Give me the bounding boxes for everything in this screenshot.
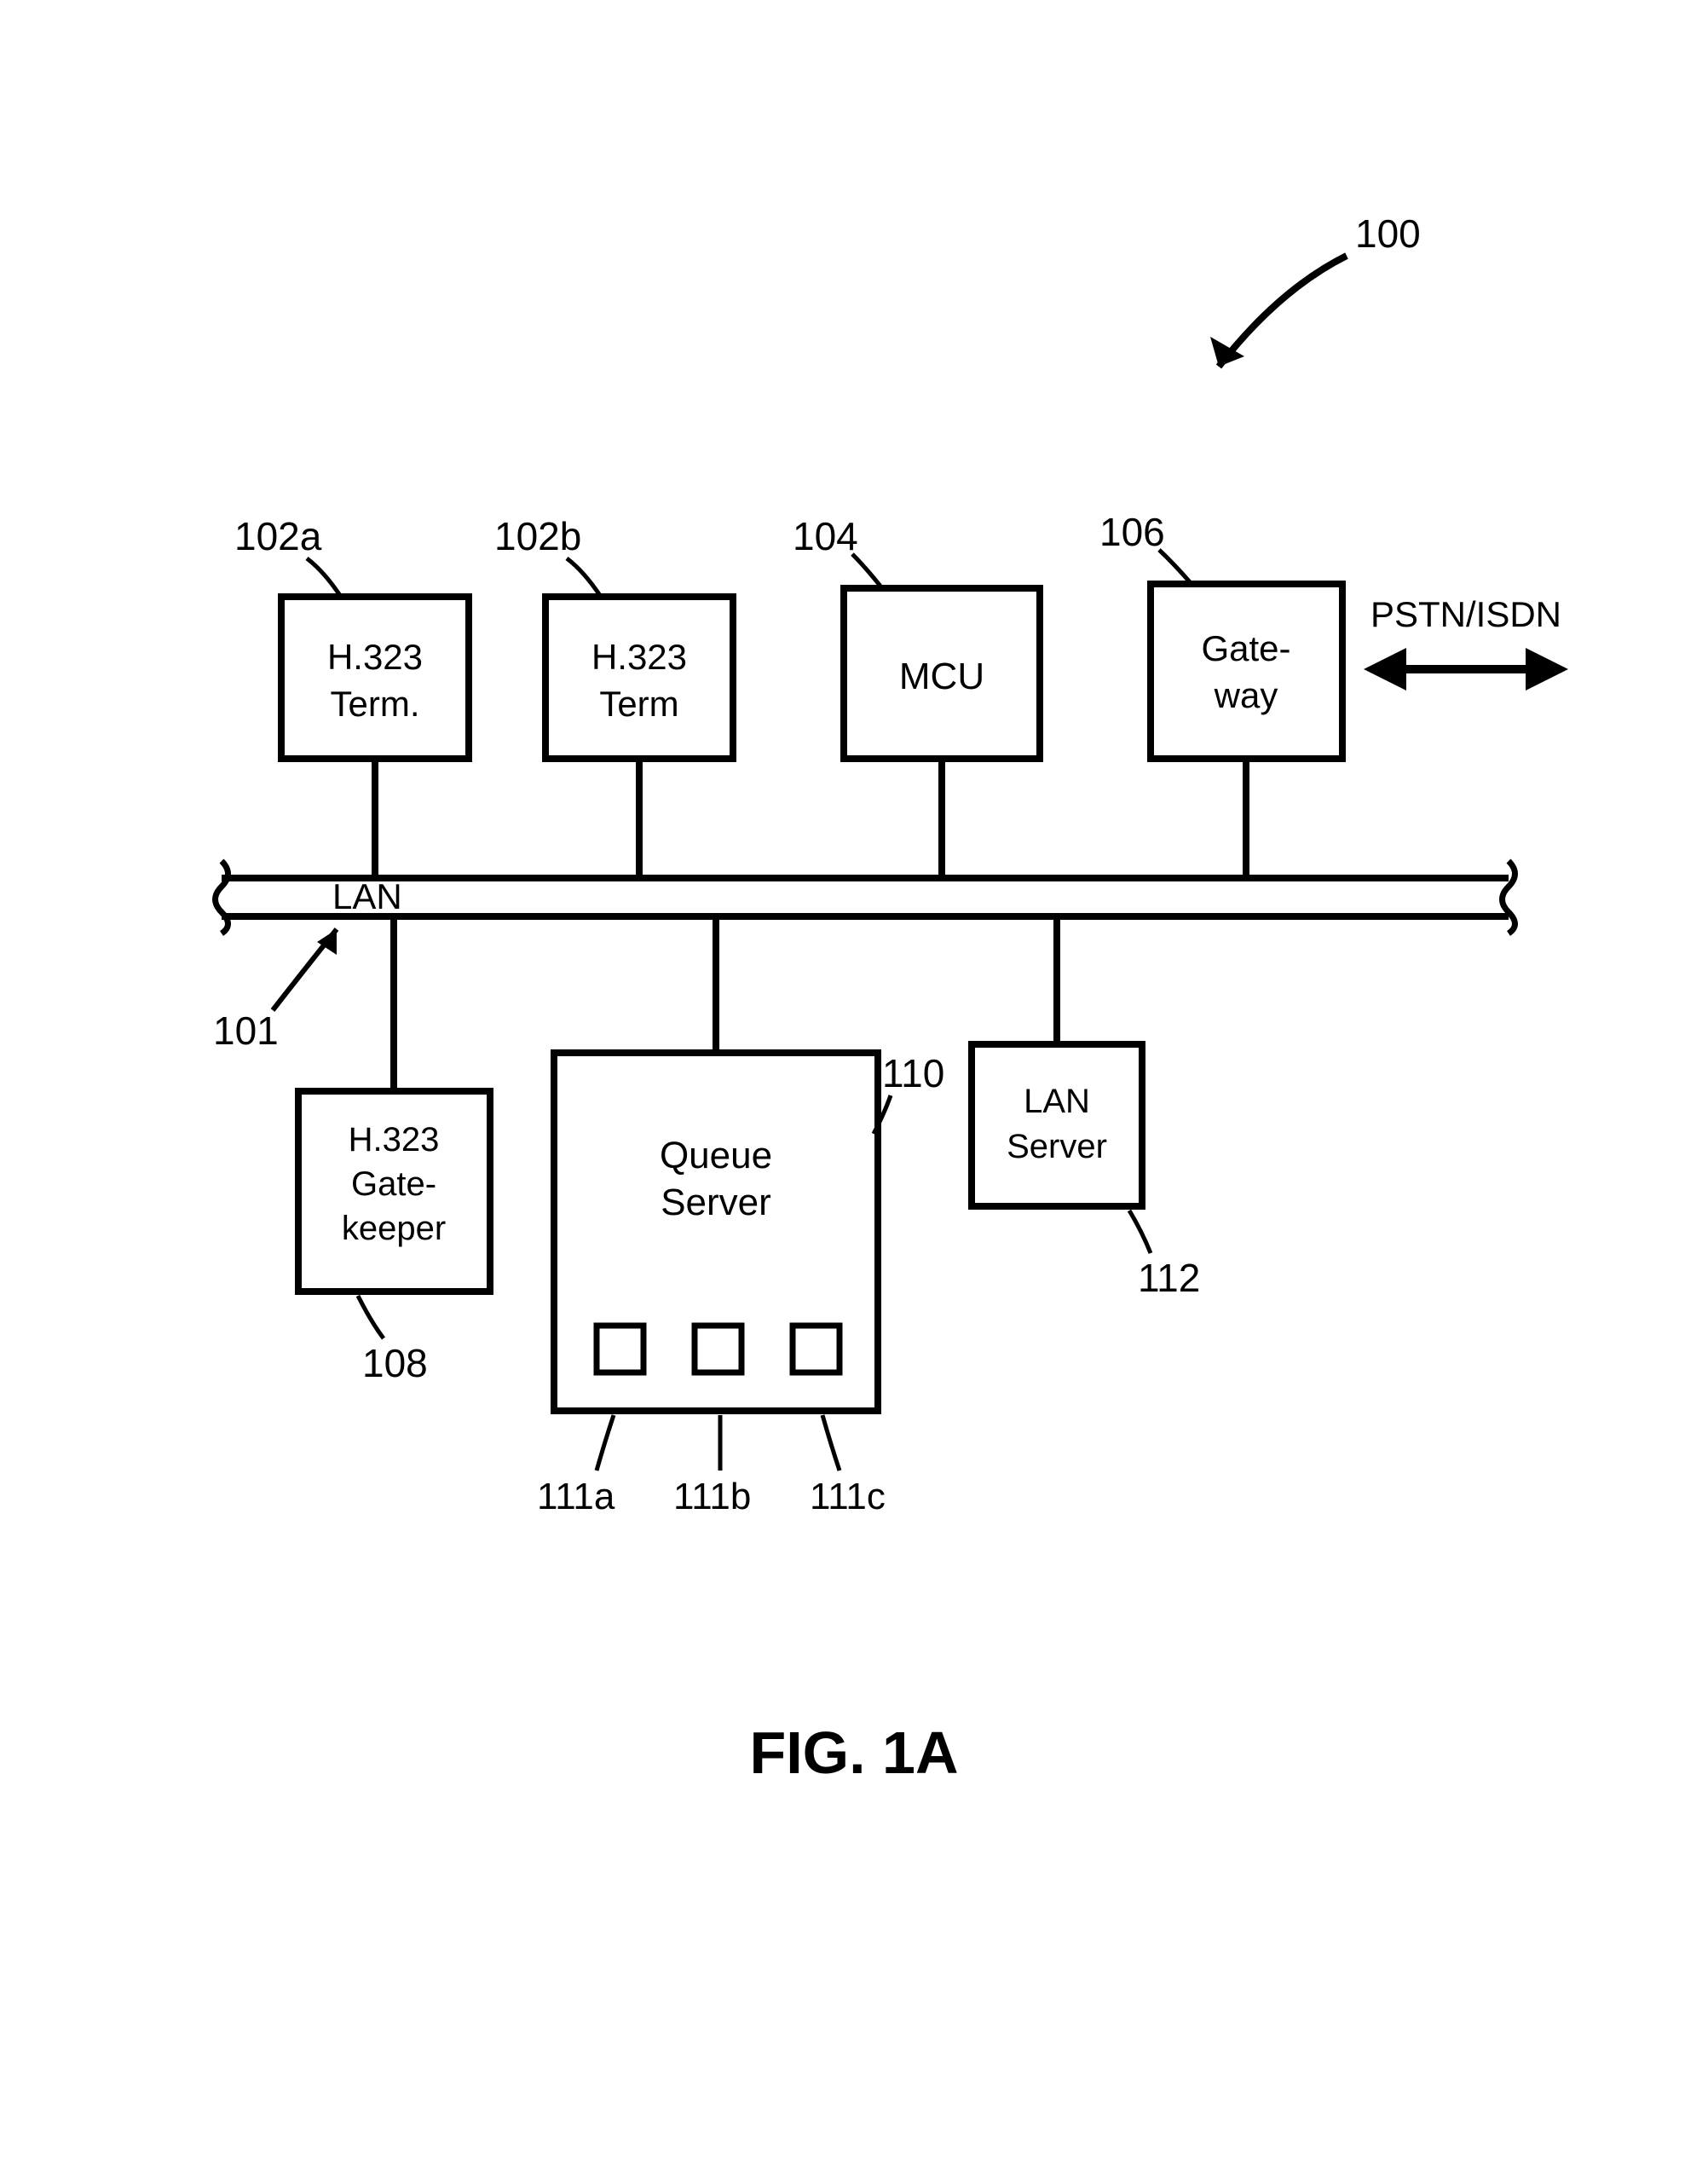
svg-text:way: way xyxy=(1214,675,1278,715)
svg-text:Gate-: Gate- xyxy=(351,1165,436,1203)
diagram-svg: 100 LAN 101 H.323 Term. 102a H.3 xyxy=(0,0,1708,2167)
node-lan-server: LAN Server 112 xyxy=(972,916,1200,1300)
queue-sub-a-ref: 111a xyxy=(537,1476,615,1517)
node-term-a: H.323 Term. 102a xyxy=(234,514,469,878)
svg-text:LAN: LAN xyxy=(1024,1083,1090,1120)
svg-text:Server: Server xyxy=(1007,1128,1107,1165)
svg-text:Term: Term xyxy=(599,684,678,724)
node-queue-server: Queue Server 110 111a 111b 111c xyxy=(537,916,944,1517)
term-b-ref: 102b xyxy=(494,514,581,558)
svg-text:keeper: keeper xyxy=(342,1210,446,1247)
system-ref-text: 100 xyxy=(1355,211,1421,256)
node-gateway: Gate- way 106 xyxy=(1099,510,1342,878)
svg-text:MCU: MCU xyxy=(899,656,984,697)
svg-text:Server: Server xyxy=(661,1182,771,1223)
node-mcu: MCU 104 xyxy=(793,514,1040,878)
lanserver-ref: 112 xyxy=(1138,1256,1200,1300)
lan-label: LAN xyxy=(332,876,402,916)
svg-text:Gate-: Gate- xyxy=(1201,628,1290,668)
gateway-ref: 106 xyxy=(1099,510,1165,554)
lan-bus: LAN 101 xyxy=(213,861,1515,1053)
lan-ref: 101 xyxy=(213,1008,279,1053)
pstn-arrow: PSTN/ISDN xyxy=(1364,594,1568,691)
queue-sub-b-ref: 111b xyxy=(673,1476,751,1517)
node-term-b: H.323 Term 102b xyxy=(494,514,733,878)
gatekeeper-ref: 108 xyxy=(362,1341,428,1385)
queue-sub-c xyxy=(793,1326,840,1372)
pstn-label: PSTN/ISDN xyxy=(1370,594,1561,634)
svg-text:Queue: Queue xyxy=(660,1135,772,1176)
queue-ref: 110 xyxy=(882,1051,944,1095)
system-ref: 100 xyxy=(1210,211,1421,367)
svg-text:Term.: Term. xyxy=(331,684,420,724)
figure-label: FIG. 1A xyxy=(749,1719,958,1786)
mcu-ref: 104 xyxy=(793,514,858,558)
node-gatekeeper: H.323 Gate- keeper 108 xyxy=(298,916,490,1385)
svg-text:H.323: H.323 xyxy=(349,1121,440,1159)
queue-sub-a xyxy=(597,1326,643,1372)
queue-sub-c-ref: 111c xyxy=(810,1476,886,1517)
svg-text:H.323: H.323 xyxy=(327,637,423,677)
term-a-ref: 102a xyxy=(234,514,322,558)
svg-text:H.323: H.323 xyxy=(591,637,687,677)
queue-sub-b xyxy=(695,1326,741,1372)
